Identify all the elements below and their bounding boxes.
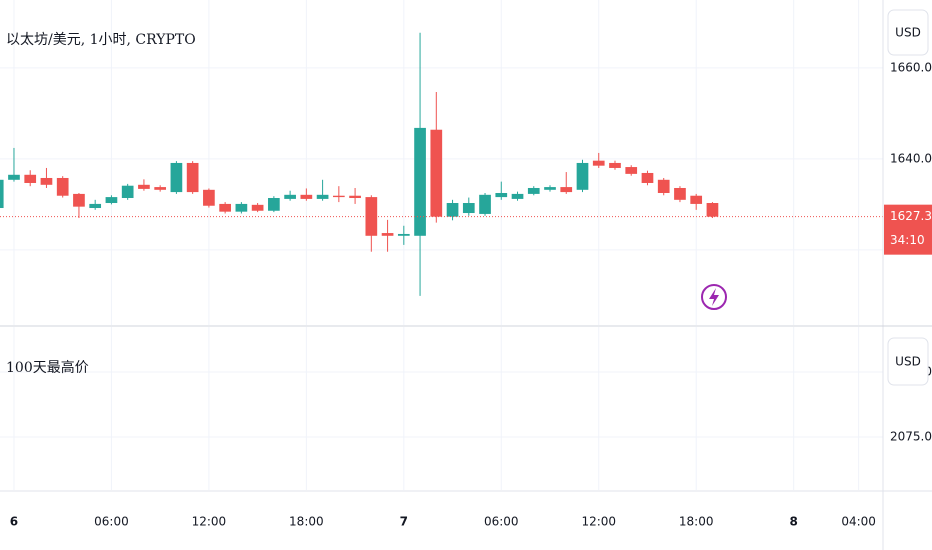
y-tick-label: 2075.00 — [890, 429, 932, 443]
candle-body — [138, 184, 150, 189]
candle-body — [446, 203, 459, 217]
candle-body — [381, 233, 394, 236]
candle-body — [365, 197, 378, 236]
candle-body — [544, 187, 556, 190]
candle-body — [203, 189, 215, 206]
x-tick-label: 6 — [10, 515, 18, 529]
candle-body — [121, 185, 134, 199]
indicator-title: 100天最高价 — [6, 359, 89, 376]
candle-body — [56, 177, 69, 196]
candle-body — [511, 193, 524, 199]
candle-body — [430, 129, 443, 217]
x-tick-label: 8 — [789, 515, 797, 529]
candle-body — [560, 187, 573, 193]
candle-body — [154, 187, 167, 190]
candle-body — [40, 177, 53, 185]
candle-body — [609, 162, 621, 168]
flash-icon[interactable] — [701, 284, 727, 310]
currency-label: USD — [895, 26, 921, 40]
y-tick-label: 1660.00 — [890, 60, 932, 74]
candle-body — [300, 194, 313, 199]
candle-body — [674, 187, 686, 200]
candle-body — [284, 194, 296, 199]
candle-body — [268, 198, 280, 211]
candle-body — [495, 192, 508, 198]
x-tick-label: 12:00 — [192, 515, 227, 529]
candle-body — [349, 195, 361, 199]
currency-button[interactable]: USD — [887, 9, 929, 56]
candle-body — [316, 194, 329, 199]
candle-body — [8, 174, 20, 180]
candle-body — [219, 203, 231, 212]
currency-label: USD — [895, 355, 921, 369]
candle-body — [186, 162, 199, 193]
candle-body — [105, 197, 118, 204]
candle-body — [414, 127, 426, 236]
x-tick-label: 04:00 — [841, 515, 876, 529]
candle-body — [527, 187, 540, 194]
x-tick-label: 7 — [400, 515, 408, 529]
candle-body — [0, 179, 4, 209]
candle-body — [170, 162, 183, 193]
candle-body — [641, 172, 654, 183]
candle-body — [235, 203, 248, 212]
currency-button[interactable]: USD — [887, 337, 929, 386]
candle-body — [706, 203, 719, 217]
candle-body — [462, 203, 475, 214]
x-tick-label: 06:00 — [484, 515, 519, 529]
candle-body — [690, 195, 703, 204]
last-price-label: 1627.30 — [890, 209, 932, 223]
last-price-badge — [884, 204, 932, 255]
candle-body — [576, 162, 589, 190]
candle-body — [592, 160, 605, 166]
countdown-label: 34:10 — [890, 233, 925, 247]
candle-body — [24, 174, 37, 183]
y-tick-label: 1640.00 — [890, 151, 932, 165]
x-tick-label: 18:00 — [289, 515, 324, 529]
candle-body — [73, 193, 85, 207]
x-tick-label: 06:00 — [94, 515, 129, 529]
candle-body — [332, 195, 345, 198]
candle-body — [251, 204, 264, 211]
candle-body — [397, 233, 410, 236]
x-tick-label: 12:00 — [581, 515, 616, 529]
candle-body — [625, 167, 638, 174]
candle-body — [479, 194, 491, 214]
candle-body — [657, 179, 670, 193]
x-tick-label: 18:00 — [679, 515, 714, 529]
chart-title: 以太坊/美元, 1小时, CRYPTO — [6, 32, 196, 48]
candle-body — [89, 203, 102, 209]
